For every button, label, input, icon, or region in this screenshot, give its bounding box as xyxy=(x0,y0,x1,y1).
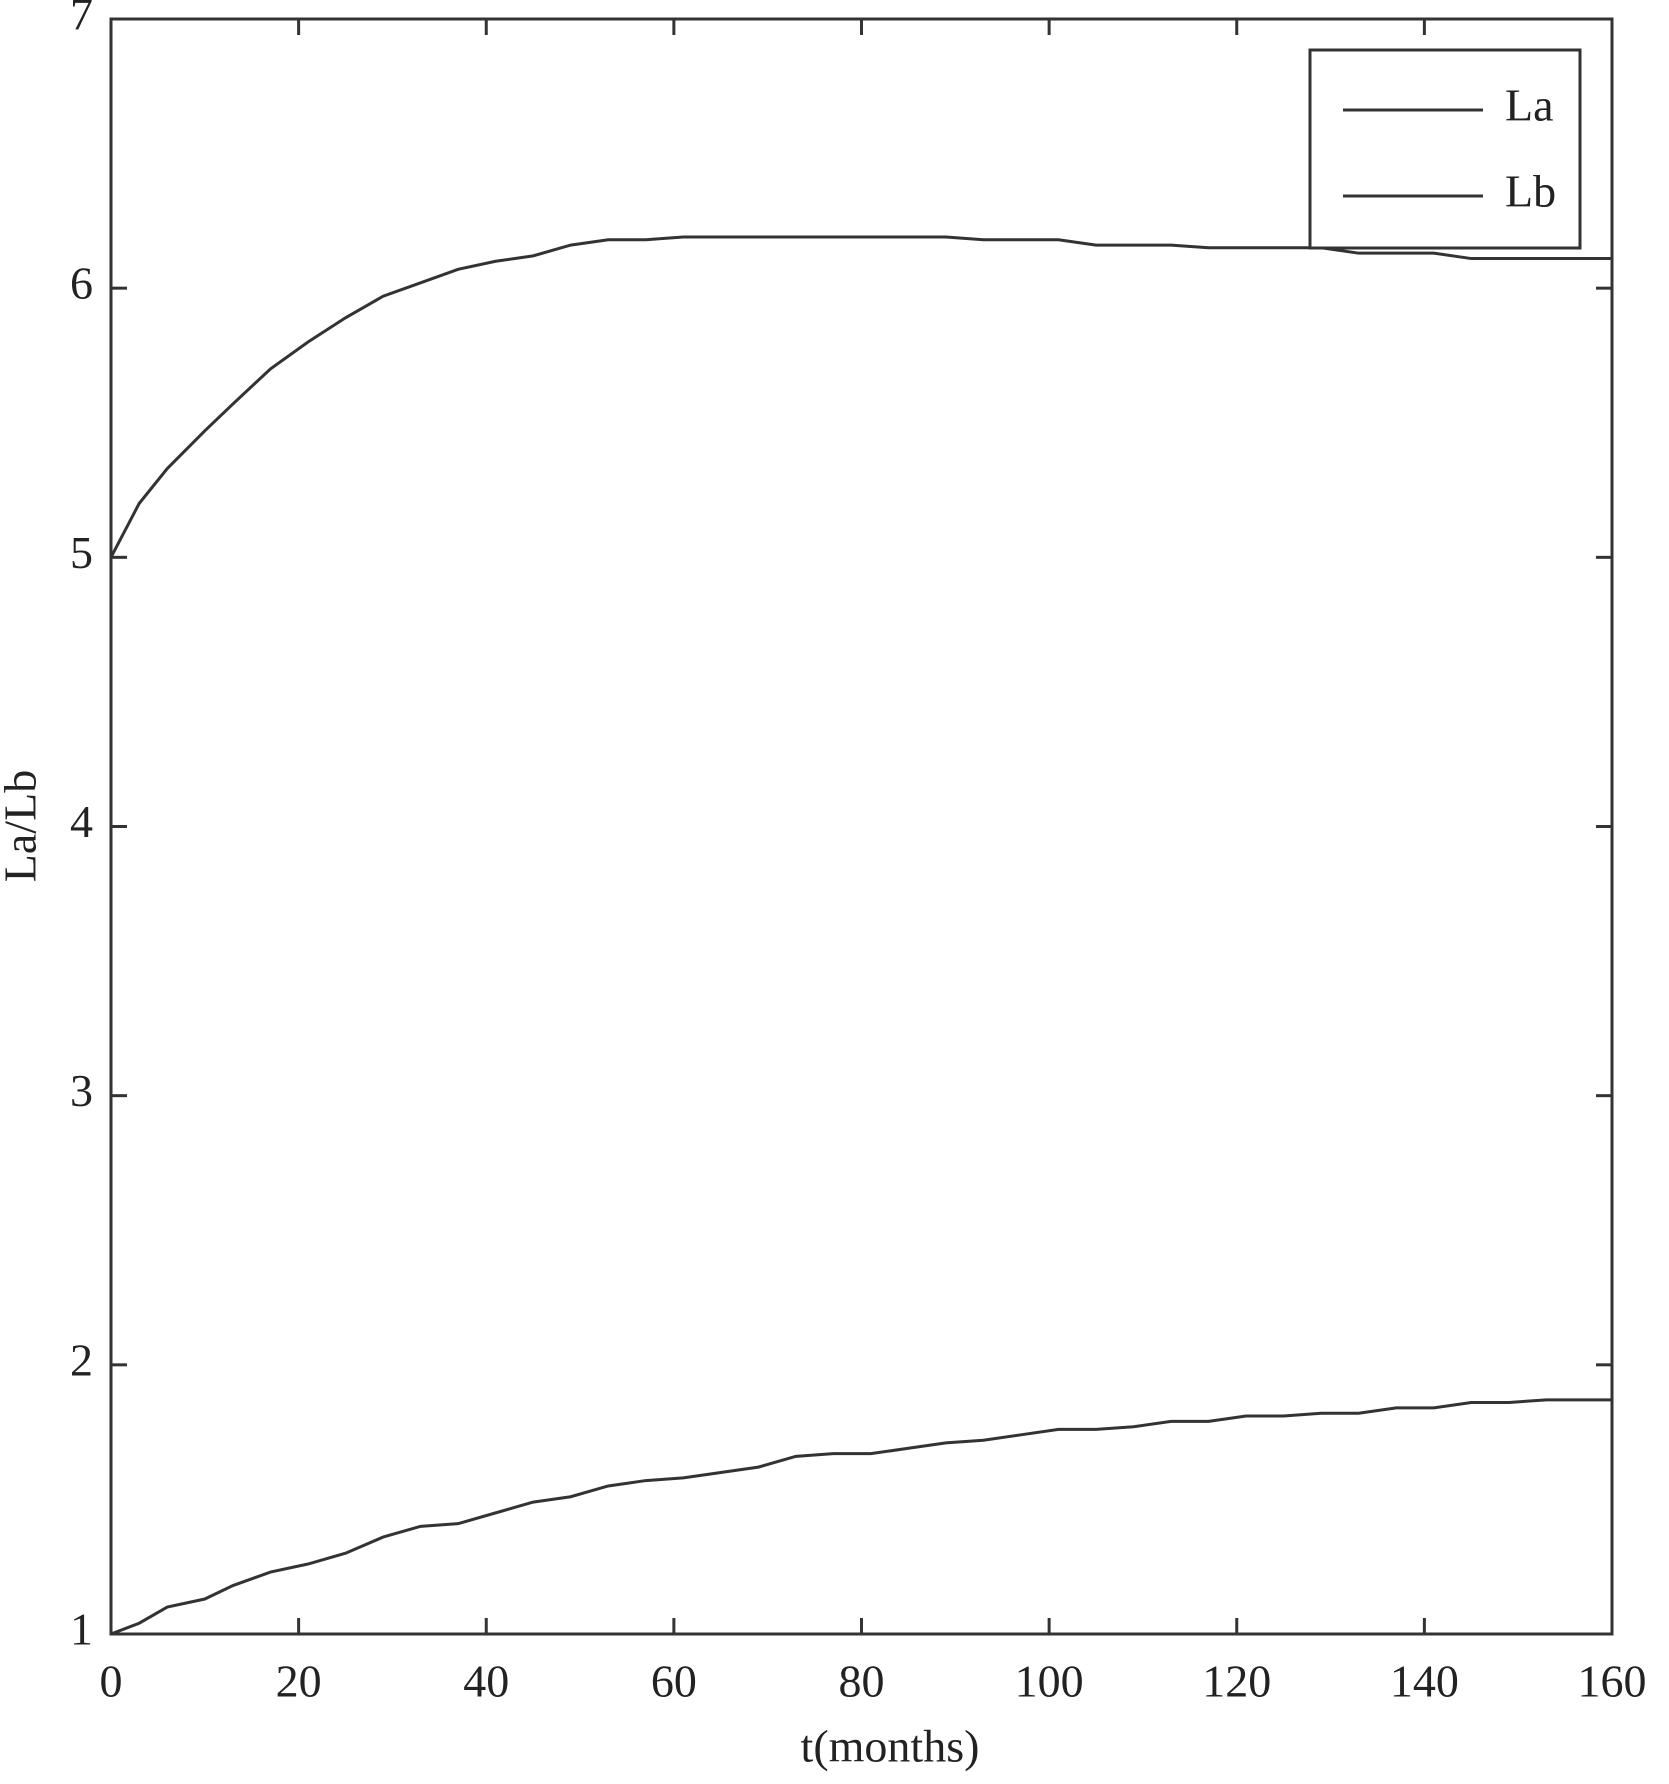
y-tick-label: 4 xyxy=(70,796,93,847)
x-tick-label: 80 xyxy=(839,1656,885,1707)
x-tick-label: 60 xyxy=(651,1656,697,1707)
x-axis-label: t(months) xyxy=(801,1721,980,1772)
x-tick-label: 140 xyxy=(1390,1656,1459,1707)
data-line xyxy=(109,235,1612,559)
y-tick-label: 2 xyxy=(70,1334,93,1385)
plot-frame xyxy=(109,17,1614,1636)
y-axis-label: La/Lb xyxy=(0,770,46,882)
x-tick-label: 120 xyxy=(1202,1656,1271,1707)
y-tick-label: 1 xyxy=(70,1604,93,1655)
y-tick-label: 3 xyxy=(70,1065,93,1116)
x-tick-label: 0 xyxy=(100,1656,123,1707)
y-tick-label: 6 xyxy=(70,258,93,309)
x-tick-label: 160 xyxy=(1578,1656,1647,1707)
y-tick-label: 7 xyxy=(70,0,93,40)
x-tick-label: 20 xyxy=(276,1656,322,1707)
legend-label: Lb xyxy=(1505,166,1556,217)
x-tick-label: 100 xyxy=(1015,1656,1084,1707)
data-line xyxy=(110,1398,1612,1636)
y-tick-label: 5 xyxy=(70,527,93,578)
x-tick-label: 40 xyxy=(463,1656,509,1707)
legend-label: La xyxy=(1505,80,1554,131)
legend-box xyxy=(1308,48,1582,250)
